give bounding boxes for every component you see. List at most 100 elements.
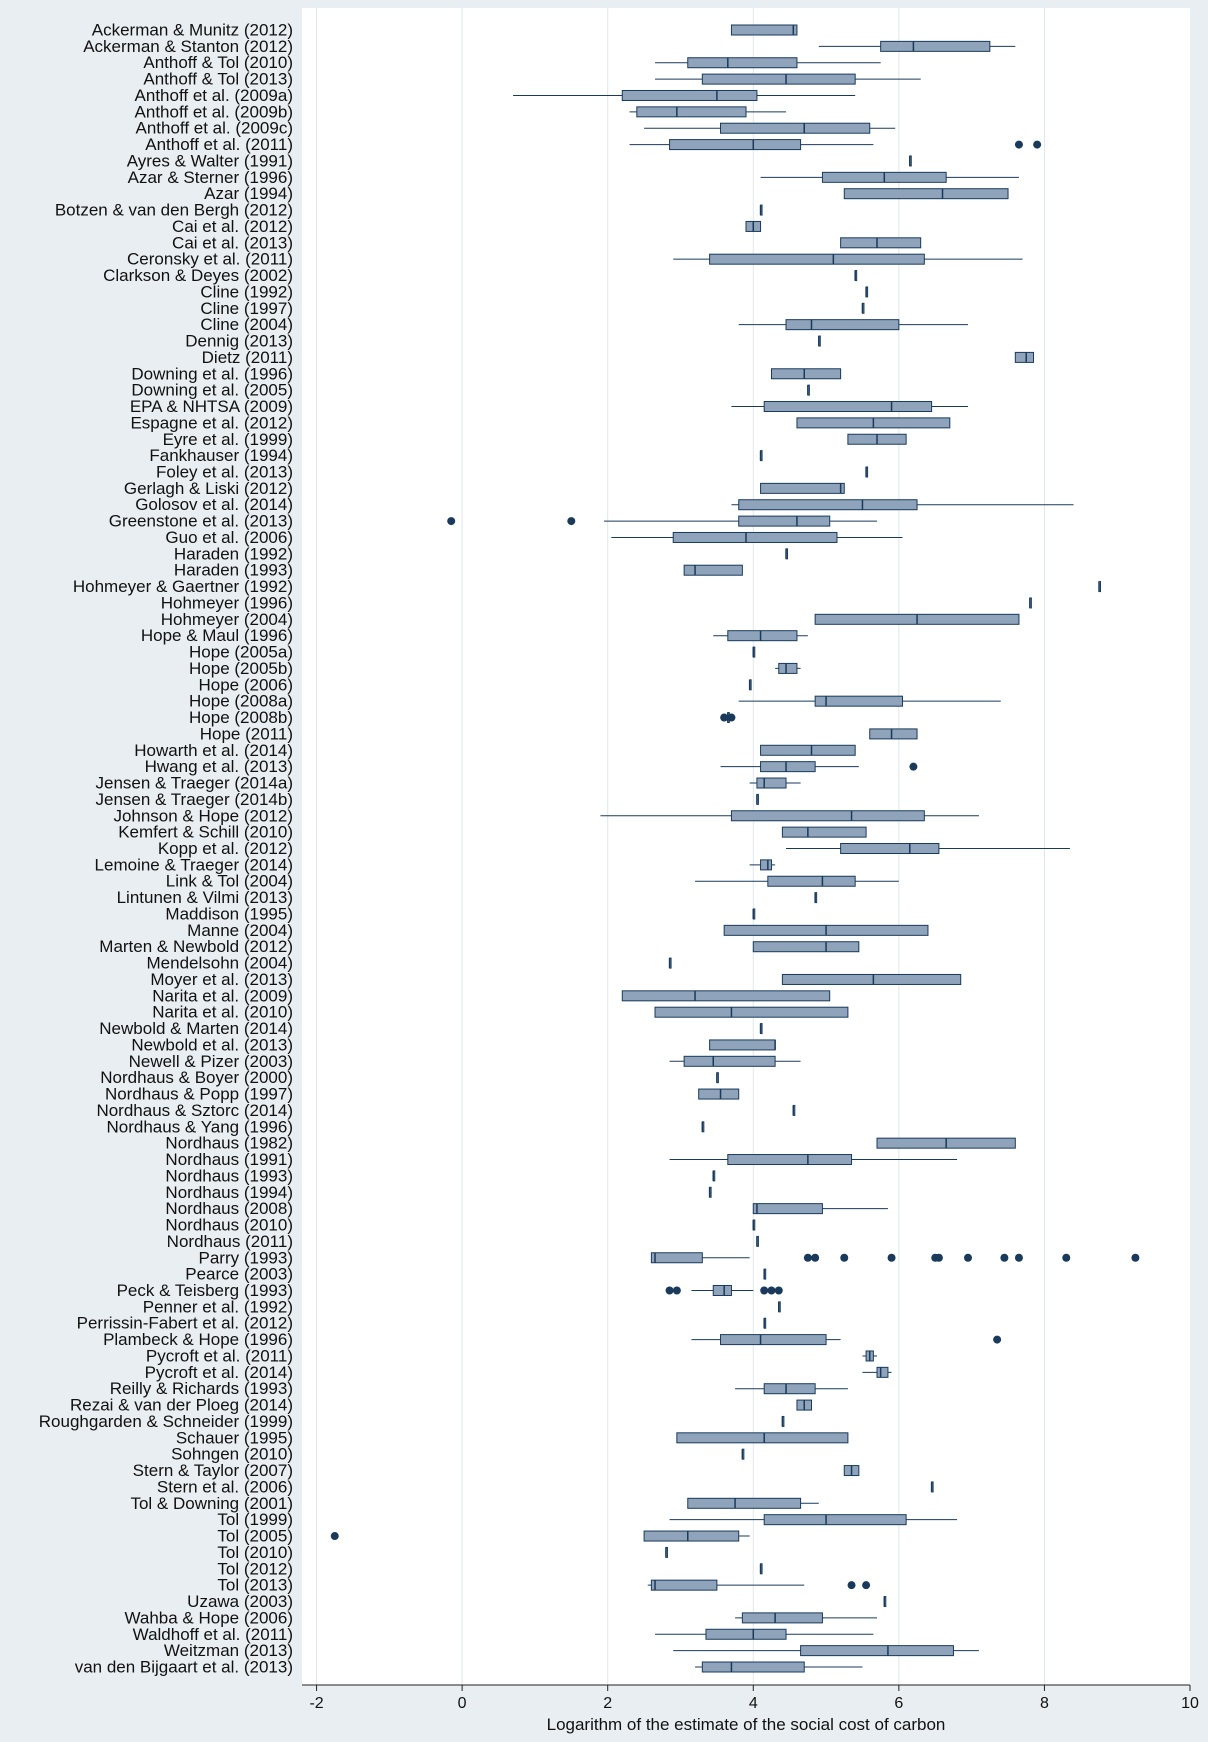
study-box bbox=[695, 875, 899, 887]
study-label: Nordhaus (1993) bbox=[165, 1166, 293, 1185]
iqr-box bbox=[1014, 351, 1035, 363]
study-box bbox=[735, 1383, 848, 1395]
study-box bbox=[738, 319, 968, 331]
study-label: Hohmeyer (2004) bbox=[161, 610, 293, 629]
study-label: Haraden (1993) bbox=[174, 561, 293, 580]
study-label: Pearce (2003) bbox=[185, 1265, 293, 1284]
study-label: Fankhauser (1994) bbox=[149, 446, 293, 465]
study-label: Newell & Pizer (2003) bbox=[129, 1052, 293, 1071]
iqr-box bbox=[800, 1645, 954, 1657]
study-box bbox=[745, 220, 762, 232]
boxes-layer bbox=[330, 24, 1140, 1673]
study-label: Downing et al. (2005) bbox=[131, 381, 293, 400]
study-label: Weitzman (2013) bbox=[164, 1641, 293, 1660]
plot-area bbox=[302, 8, 1190, 1685]
study-box bbox=[752, 941, 860, 953]
outlier-point bbox=[862, 1581, 871, 1590]
study-box bbox=[655, 73, 921, 85]
study-box bbox=[720, 761, 918, 773]
outlier-point bbox=[964, 1253, 972, 1262]
study-label: Hohmeyer (1996) bbox=[161, 593, 293, 612]
study-label: Perrissin-Fabert et al. (2012) bbox=[77, 1314, 293, 1333]
study-box bbox=[735, 1612, 878, 1624]
study-box bbox=[731, 401, 968, 413]
study-label: Marten & Newbold (2012) bbox=[99, 937, 293, 956]
study-box bbox=[1098, 581, 1102, 593]
study-box bbox=[760, 744, 856, 756]
iqr-box bbox=[760, 744, 856, 756]
study-label: Pycroft et al. (2014) bbox=[145, 1363, 293, 1382]
study-box bbox=[818, 335, 821, 347]
study-label: Hope & Maul (1996) bbox=[141, 626, 293, 645]
iqr-box bbox=[756, 777, 787, 789]
study-box bbox=[796, 1399, 813, 1411]
iqr-box bbox=[763, 1383, 816, 1395]
study-label: van den Bijgaart et al. (2013) bbox=[75, 1658, 293, 1677]
iqr-box bbox=[621, 89, 758, 101]
study-box bbox=[629, 106, 787, 118]
x-axis-label: Logarithm of the estimate of the social … bbox=[547, 1715, 946, 1734]
study-box bbox=[621, 990, 831, 1002]
study-box bbox=[669, 1154, 958, 1166]
study-label: Sohngen (2010) bbox=[171, 1445, 293, 1464]
study-label: Narita et al. (2010) bbox=[152, 1003, 293, 1022]
study-label: Nordhaus & Popp (1997) bbox=[105, 1085, 293, 1104]
study-label: Cline (2004) bbox=[200, 315, 293, 334]
study-box bbox=[330, 1530, 750, 1542]
study-label: Tol (2012) bbox=[217, 1559, 293, 1578]
study-label: Hope (2008a) bbox=[189, 692, 293, 711]
study-box bbox=[738, 695, 1001, 707]
study-box bbox=[650, 1252, 1140, 1264]
iqr-box bbox=[840, 843, 940, 854]
study-label: Peck & Teisberg (1993) bbox=[117, 1281, 293, 1300]
outlier-point bbox=[1062, 1253, 1071, 1262]
study-box bbox=[759, 1023, 763, 1035]
study-box bbox=[665, 1546, 668, 1558]
study-label: Stern & Taylor (2007) bbox=[133, 1461, 293, 1480]
study-label: Tol (2005) bbox=[217, 1527, 293, 1546]
study-label: Golosov et al. (2014) bbox=[135, 495, 293, 514]
study-labels: Ackerman & Munitz (2012)Ackerman & Stant… bbox=[39, 21, 293, 1677]
study-box bbox=[759, 1563, 763, 1575]
study-box bbox=[785, 548, 789, 560]
study-label: Narita et al. (2009) bbox=[152, 986, 293, 1005]
outlier-point bbox=[840, 1253, 849, 1262]
grid-lines bbox=[316, 8, 1045, 1685]
study-box bbox=[930, 1481, 934, 1493]
study-label: Ceronsky et al. (2011) bbox=[127, 250, 293, 269]
outlier-point bbox=[330, 1532, 339, 1541]
study-label: Espagne et al. (2012) bbox=[130, 413, 293, 432]
iqr-box bbox=[676, 1432, 849, 1444]
study-box bbox=[730, 24, 798, 36]
study-label: Kopp et al. (2012) bbox=[158, 839, 293, 858]
iqr-box bbox=[709, 253, 925, 265]
study-label: Newbold et al. (2013) bbox=[131, 1035, 293, 1054]
study-box bbox=[759, 204, 763, 216]
iqr-box bbox=[709, 1039, 776, 1051]
iqr-box bbox=[767, 875, 856, 887]
outlier-point bbox=[720, 713, 729, 722]
iqr-box bbox=[760, 761, 816, 773]
iqr-box bbox=[840, 237, 922, 249]
study-box bbox=[814, 613, 1020, 625]
study-label: EPA & NHTSA (2009) bbox=[130, 397, 293, 416]
study-box bbox=[759, 450, 763, 462]
study-label: Rezai & van der Ploeg (2014) bbox=[70, 1396, 293, 1415]
x-axis: -2 0 2 4 6 8 10 bbox=[302, 1684, 1199, 1712]
study-box bbox=[683, 564, 743, 576]
study-box bbox=[749, 777, 801, 789]
study-label: Azar & Sterner (1996) bbox=[128, 168, 293, 187]
study-box bbox=[687, 1497, 819, 1509]
study-label: Hope (2008b) bbox=[189, 708, 293, 727]
iqr-box bbox=[701, 73, 856, 85]
outlier-point bbox=[1131, 1253, 1140, 1262]
study-box bbox=[691, 1334, 1002, 1346]
study-label: Jensen & Traeger (2014b) bbox=[95, 790, 293, 809]
iqr-box bbox=[730, 810, 925, 822]
x-tick-label: 6 bbox=[894, 1695, 903, 1712]
outlier-point bbox=[760, 1286, 769, 1295]
study-label: Manne (2004) bbox=[187, 921, 293, 940]
study-label: Maddison (1995) bbox=[165, 904, 293, 923]
study-label: Lemoine & Traeger (2014) bbox=[95, 855, 293, 874]
